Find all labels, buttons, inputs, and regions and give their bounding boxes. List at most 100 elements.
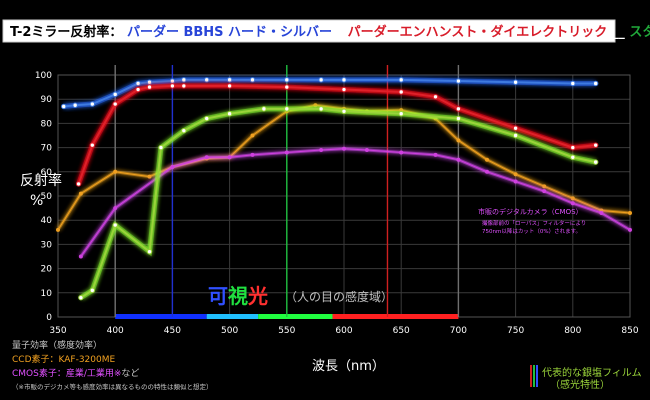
series-glow xyxy=(79,147,631,258)
series-point xyxy=(135,86,141,93)
series-point xyxy=(72,102,78,108)
series-point xyxy=(146,79,153,85)
x-tick-label: 650 xyxy=(393,326,410,336)
series-point xyxy=(599,210,604,215)
chart-title: T-2ミラー反射率： パーダー BBHS ハード・シルバー _ パーダーエンハン… xyxy=(10,24,650,40)
x-tick-label: 850 xyxy=(621,326,638,336)
series-point xyxy=(204,115,210,122)
y-tick-label: 0 xyxy=(46,313,52,323)
cmos-annotation-line1: 撮像部前の「ローパス」フィルターにより xyxy=(482,219,586,227)
series-point xyxy=(628,227,632,232)
series-point xyxy=(342,146,346,151)
x-tick-label: 400 xyxy=(107,326,124,336)
series-point xyxy=(250,133,255,138)
visible-char-3: 光 xyxy=(247,284,268,308)
x-tick-label: 550 xyxy=(278,326,295,336)
series-point xyxy=(226,111,233,117)
series-point xyxy=(250,152,255,157)
y-tick-label: 60 xyxy=(41,168,53,178)
series-point xyxy=(284,77,290,83)
y-tick-label: 10 xyxy=(41,289,53,299)
series-point xyxy=(456,138,461,143)
series-point xyxy=(112,101,118,107)
series-point xyxy=(512,125,519,131)
x-tick-label: 350 xyxy=(49,326,66,336)
series-point xyxy=(56,227,60,232)
series-point xyxy=(284,150,289,155)
series-point xyxy=(455,78,462,84)
legend-footnote: （※市販のデジカメ等も感度効率は異なるものの特性は類似と想定） xyxy=(12,382,212,391)
series-point xyxy=(592,142,599,148)
y-tick-label: 40 xyxy=(41,216,53,226)
series-point xyxy=(112,91,118,98)
series-point xyxy=(284,84,290,90)
series-point xyxy=(592,159,599,165)
visible-band xyxy=(115,314,459,319)
series-line xyxy=(77,84,596,185)
series-point xyxy=(455,106,462,112)
series-point xyxy=(226,83,233,89)
series-point xyxy=(318,77,324,83)
series-point xyxy=(513,179,518,184)
series-point xyxy=(169,78,176,84)
series-point xyxy=(75,181,82,187)
title-prefix: T-2ミラー反射率： xyxy=(10,24,122,40)
series-point xyxy=(227,155,232,160)
series-point xyxy=(181,83,187,89)
x-tick-label: 750 xyxy=(507,326,524,336)
series-point xyxy=(146,248,153,255)
film-note-bar-blue xyxy=(536,365,538,387)
series-point xyxy=(455,115,462,122)
series-point xyxy=(169,83,176,89)
visible-char-2: 視 xyxy=(227,284,248,308)
x-tick-label: 800 xyxy=(564,326,581,336)
title-series-2: パーダーエンハンスト・ダイエレクトリック xyxy=(348,24,608,40)
series-point xyxy=(364,148,369,153)
series-point xyxy=(135,80,141,87)
series-point xyxy=(318,106,324,112)
series-point xyxy=(261,106,267,112)
series-point xyxy=(204,155,209,160)
series-point xyxy=(112,222,118,228)
title-series-1: パーダー BBHS ハード・シルバー xyxy=(127,24,332,40)
visible-band-segment xyxy=(206,314,259,319)
series-point xyxy=(485,169,489,174)
series-point xyxy=(89,101,96,107)
series-point xyxy=(570,80,576,87)
legend-cmos: CMOS素子：産業/工業用※など xyxy=(12,367,139,379)
series-point xyxy=(570,154,576,160)
series-point xyxy=(147,174,152,179)
film-note-line2: （感光特性） xyxy=(550,378,610,391)
series-point xyxy=(570,144,576,151)
tick-labels: 0 10 20 30 40 50 60 70 80 90 100 350 400 450 500 550 600… xyxy=(35,71,639,336)
film-note-line1: 代表的な銀塩フィルム xyxy=(542,366,642,379)
y-tick-label: 30 xyxy=(41,240,53,250)
film-note-bar-red xyxy=(530,365,532,387)
series-point xyxy=(226,77,233,83)
series-point xyxy=(78,254,83,259)
series-point xyxy=(512,132,519,139)
series-point xyxy=(398,77,404,83)
y-axis-label-line2: % xyxy=(30,193,43,209)
film-note-bar-green xyxy=(533,365,535,387)
legend-cmos-label: CMOS素子：産業/工業用※ xyxy=(12,367,121,379)
series-point xyxy=(628,210,632,215)
series-point xyxy=(113,206,118,211)
series-point xyxy=(341,86,347,93)
series-point xyxy=(284,106,290,112)
x-tick-label: 700 xyxy=(450,326,467,336)
series-point xyxy=(592,80,599,87)
cmos-annotation-line2: 750nm以降はカット（0%）されます。 xyxy=(482,227,581,235)
series-point xyxy=(570,201,575,206)
series-line xyxy=(80,148,631,257)
y-tick-label: 100 xyxy=(35,71,52,81)
series-point xyxy=(313,103,318,108)
series-point xyxy=(249,77,256,83)
legend-header: 量子効率（感度効率） xyxy=(12,339,102,351)
title-series-3: スタンダードアルミニウム xyxy=(629,24,650,40)
series-point xyxy=(61,103,67,110)
y-tick-label: 20 xyxy=(41,265,53,275)
series-point xyxy=(319,148,324,153)
series-point xyxy=(170,164,175,169)
x-tick-label: 450 xyxy=(164,326,181,336)
